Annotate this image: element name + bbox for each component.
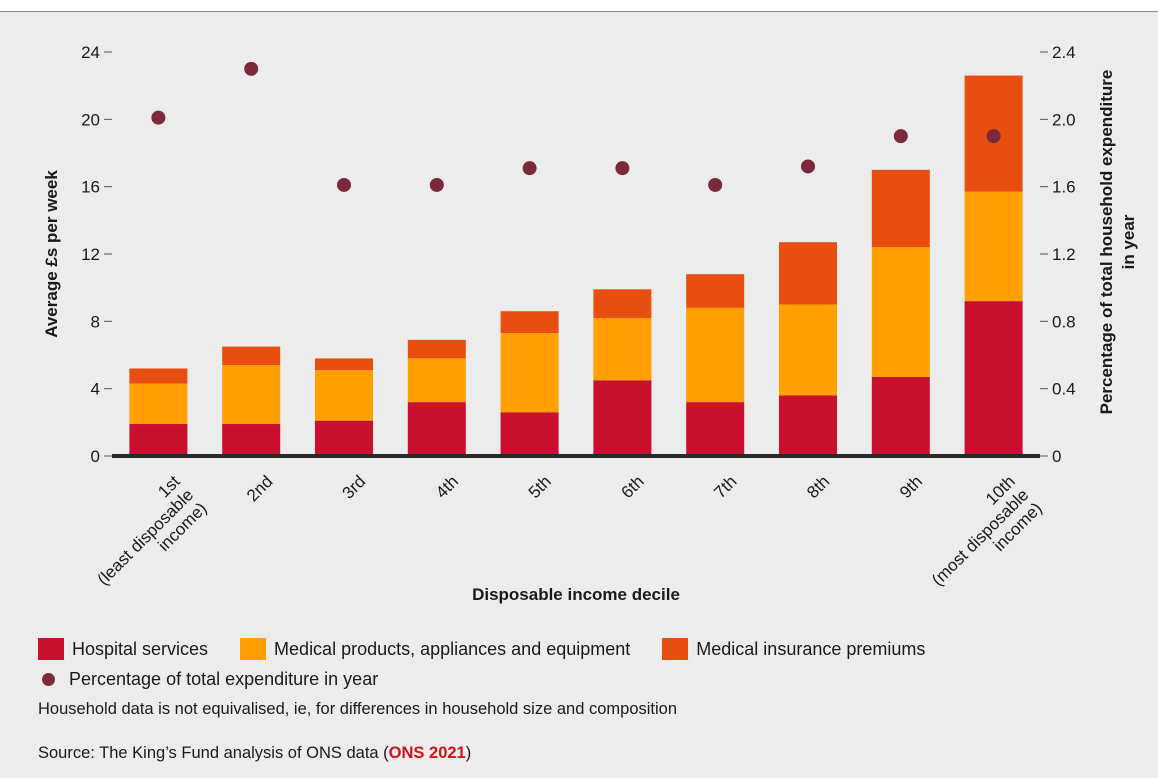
- source-suffix: ): [465, 744, 472, 762]
- legend-label-hospital: Hospital services: [72, 638, 209, 659]
- x-tick-label-10: 10th(most disposableincome): [915, 472, 1046, 603]
- y2-tick-label: 1.2: [1052, 245, 1076, 264]
- bar-3-4: [407, 339, 466, 359]
- bar-2-9: [871, 247, 930, 377]
- bar-3-2: [222, 346, 281, 366]
- x-tick-label-2: 2nd: [243, 472, 276, 505]
- bar-2-6: [593, 317, 652, 381]
- legend-item-hospital: Hospital services: [38, 638, 208, 660]
- point-7: [708, 177, 723, 192]
- svg-text:9th: 9th: [896, 472, 926, 502]
- bar-1-1: [129, 424, 188, 456]
- x-tick-label-5: 5th: [525, 472, 555, 502]
- x-tick-label-9: 9th: [896, 472, 926, 502]
- legend-row-points: Percentage of total expenditure in year: [38, 664, 1138, 694]
- legend-swatch-medical-products: [240, 638, 267, 660]
- legend-swatch-hospital: [38, 638, 64, 660]
- bar-1-3: [315, 420, 373, 456]
- y-tick-label: 20: [81, 110, 100, 129]
- point-8: [801, 159, 815, 174]
- equivalised-note: Household data is not equivalised, ie, f…: [38, 700, 678, 718]
- point-1: [151, 110, 166, 125]
- stacked-bar-chart: 0 4 8 12 16 20 24 0 0.4 0.8 1.2 1.6 2.0 2.4 1st(least …: [42, 43, 1138, 604]
- y2-tick-label: 1.6: [1052, 178, 1076, 197]
- point-5: [522, 161, 537, 176]
- svg-text:1st(least disposableincome): 1st(least disposableincome): [80, 472, 211, 603]
- source-note: Source: The King’s Fund analysis of ONS …: [38, 744, 471, 763]
- legend-label-percentage: Percentage of total expenditure in year: [69, 668, 379, 689]
- bar-2-5: [500, 333, 559, 413]
- x-tick-label-7: 7th: [710, 472, 740, 502]
- point-10: [986, 129, 1001, 144]
- point-6: [615, 161, 630, 176]
- bar-1-2: [222, 424, 281, 456]
- bar-1-8: [779, 395, 837, 456]
- x-tick-label-3: 3rd: [338, 472, 369, 503]
- bar-2-2: [222, 365, 281, 425]
- legend-dot-percentage: [42, 672, 55, 686]
- chart-panel: 0 4 8 12 16 20 24 0 0.4 0.8 1.2 1.6 2.0 2.4 1st(least …: [0, 12, 1158, 778]
- svg-text:7th: 7th: [710, 472, 740, 502]
- bar-3-7: [686, 274, 745, 308]
- header-divider: [0, 0, 1158, 12]
- x-tick-label-6: 6th: [618, 472, 648, 502]
- bar-1-6: [593, 380, 652, 456]
- legend-item-insurance: Medical insurance premiums: [662, 638, 925, 660]
- x-axis-title: Disposable income decile: [472, 585, 680, 604]
- y2-tick-label: 2.0: [1052, 110, 1076, 129]
- y2-tick-label: 0.4: [1052, 380, 1076, 399]
- legend-row-bars: Hospital services Medical products, appl…: [38, 634, 1138, 664]
- svg-text:5th: 5th: [525, 472, 555, 502]
- bar-2-7: [686, 307, 745, 403]
- x-tick-label-4: 4th: [432, 472, 462, 502]
- y-tick-label: 24: [81, 43, 100, 62]
- bar-3-6: [593, 289, 652, 318]
- y2-tick-label: 2.4: [1052, 43, 1076, 62]
- bar-2-10: [964, 191, 1023, 302]
- point-3: [337, 177, 351, 192]
- bar-3-3: [315, 358, 373, 371]
- bar-1-10: [964, 301, 1023, 456]
- bar-3-9: [871, 169, 930, 248]
- legend-swatch-insurance: [662, 638, 689, 660]
- bar-1-5: [500, 412, 559, 456]
- bar-2-3: [315, 370, 373, 421]
- bar-2-4: [407, 358, 466, 403]
- bar-3-5: [500, 311, 559, 334]
- point-9: [893, 129, 908, 144]
- x-tick-label-8: 8th: [803, 472, 833, 502]
- y-tick-label: 0: [91, 447, 100, 466]
- svg-text:10th(most disposableincome): 10th(most disposableincome): [915, 472, 1046, 603]
- legend-item-medical-products: Medical products, appliances and equipme…: [240, 638, 630, 660]
- bar-1-7: [686, 402, 745, 456]
- bar-3-8: [779, 242, 837, 305]
- bar-2-8: [779, 304, 837, 396]
- y-tick-label: 12: [81, 245, 100, 264]
- svg-text:4th: 4th: [432, 472, 462, 502]
- legend: Hospital services Medical products, appl…: [38, 634, 1138, 694]
- bar-1-9: [871, 376, 930, 456]
- y-axis-title: Average £s per week: [42, 170, 61, 338]
- bar-2-1: [129, 383, 188, 425]
- svg-text:2nd: 2nd: [243, 472, 276, 505]
- y2-tick-label: 0: [1052, 447, 1061, 466]
- y-tick-label: 16: [81, 178, 100, 197]
- source-link[interactable]: ONS 2021: [388, 744, 466, 762]
- y-tick-label: 4: [91, 380, 100, 399]
- point-2: [244, 61, 259, 76]
- source-prefix: Source: The King’s Fund analysis of ONS …: [38, 744, 389, 762]
- bar-3-1: [129, 368, 188, 384]
- x-tick-label-1: 1st(least disposableincome): [80, 472, 211, 603]
- svg-text:6th: 6th: [618, 472, 648, 502]
- y2-tick-label: 0.8: [1052, 312, 1076, 331]
- point-4: [429, 177, 444, 192]
- bar-1-4: [407, 402, 466, 456]
- y-tick-label: 8: [91, 312, 100, 331]
- svg-text:8th: 8th: [803, 472, 833, 502]
- y2-axis-title: Percentage of total household expenditur…: [1097, 70, 1138, 415]
- legend-label-insurance: Medical insurance premiums: [696, 638, 926, 659]
- svg-text:3rd: 3rd: [338, 472, 369, 503]
- legend-label-medical-products: Medical products, appliances and equipme…: [274, 638, 631, 659]
